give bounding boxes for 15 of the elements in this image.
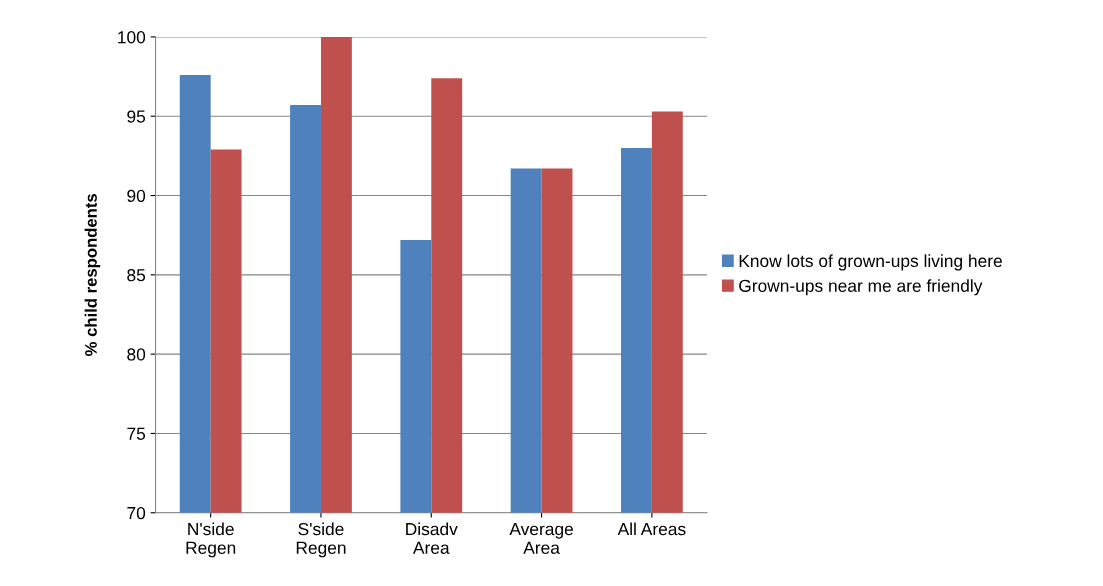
y-tick-label: 85 — [127, 269, 146, 282]
y-tick-label: 90 — [127, 189, 146, 202]
legend-label: Know lots of grown-ups living here — [739, 254, 1002, 271]
y-tick-label: 70 — [127, 506, 146, 520]
y-tick-label: 75 — [127, 427, 146, 440]
y-axis-title: % child respondents — [84, 194, 101, 356]
x-tick-label: Average Area — [509, 523, 573, 554]
x-tick-label: N'side Regen — [186, 522, 236, 558]
y-tick-label: 95 — [127, 110, 146, 123]
y-tick-label: 100 — [118, 31, 146, 44]
x-tick-label: All Areas — [617, 522, 686, 536]
x-tick-label: Disadv Area — [406, 522, 458, 554]
legend-label: Grown-ups near me are friendly — [739, 279, 983, 296]
y-tick-label: 80 — [127, 348, 146, 361]
x-tick-label: S'side Regen — [296, 522, 346, 558]
